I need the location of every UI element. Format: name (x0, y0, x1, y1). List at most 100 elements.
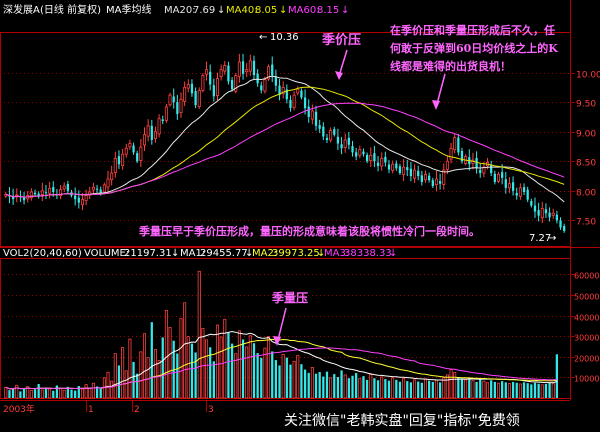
candle (113, 151, 117, 178)
candle (490, 160, 493, 177)
volume-bar (164, 310, 168, 399)
candle (329, 127, 333, 143)
volume-bar (428, 380, 431, 398)
volume-tick-label: 30000 (574, 334, 599, 343)
candle (121, 148, 125, 170)
price-pressure-label: 季价压 (321, 32, 361, 48)
candle (176, 94, 179, 120)
candle (526, 186, 529, 203)
vol-ma3-arrow: ↓ (389, 248, 397, 259)
candle (431, 177, 434, 188)
candle (263, 76, 267, 94)
candle (248, 54, 252, 76)
ma20-value: 7.69 (193, 5, 215, 16)
volume-bar (438, 382, 442, 398)
volume-bar (365, 379, 369, 398)
volume-bar (303, 369, 307, 398)
volume-bar (318, 372, 321, 398)
volume-bar (314, 373, 318, 398)
price-grid (0, 73, 570, 221)
volume-bar (398, 381, 402, 398)
volume-bar (106, 371, 110, 399)
volume-bar (507, 383, 511, 399)
candle (555, 210, 559, 224)
candle (91, 182, 95, 194)
vol-ma1-arrow: ↓ (245, 248, 253, 259)
volume-bar (256, 353, 259, 398)
candle (551, 208, 555, 219)
candle (522, 183, 526, 196)
candle (260, 81, 263, 94)
candle (423, 170, 428, 183)
volume-bar (48, 388, 52, 399)
volume-bar (212, 361, 215, 398)
volume-bar (146, 357, 150, 399)
volume-bar (209, 347, 212, 398)
candle (343, 133, 347, 153)
note-top-line-1: 在季价压和季量压形成后不久，任 (390, 23, 555, 37)
volume-bar (37, 383, 40, 398)
candle (373, 145, 376, 168)
volume-bar (409, 382, 413, 398)
candle (281, 81, 285, 99)
candle (142, 127, 147, 151)
volume-bar (150, 322, 153, 398)
volume-bar (537, 383, 540, 398)
volume-bar (336, 376, 340, 398)
volume-bar (434, 379, 438, 399)
volume-tick-label: 60000 (574, 272, 599, 281)
volume-bar (186, 336, 190, 399)
volume-bar (423, 378, 428, 399)
volume-bar (376, 380, 380, 398)
price-tick-label: 9.00 (576, 130, 596, 140)
candle (333, 126, 336, 137)
volume-value: 21197.31 (124, 248, 172, 259)
volume-bar (77, 386, 80, 398)
candle (205, 61, 209, 81)
candle (409, 162, 413, 182)
volume-bar (227, 332, 230, 398)
note-bottom: 季量压早于季价压形成，量压的形成意味着该股将惯性冷门一段时间。 (138, 224, 480, 238)
volume-bar (343, 374, 347, 399)
volume-bar (128, 338, 132, 399)
volume-bar (482, 380, 486, 399)
volume-bar (271, 351, 274, 398)
price-tick-label: 9.50 (576, 100, 596, 110)
volume-bar (310, 367, 314, 399)
volume-bar (460, 378, 464, 398)
candle (245, 63, 249, 77)
candle (340, 136, 343, 155)
candle (52, 181, 55, 197)
candle (110, 165, 114, 186)
candle (296, 86, 300, 96)
volume-bar (501, 381, 504, 398)
candle (453, 133, 457, 154)
candle (271, 56, 274, 83)
volume-bar (245, 346, 249, 399)
volume-bar (124, 370, 128, 399)
volume-bar (351, 375, 354, 398)
volume-bar (380, 376, 384, 399)
volume-bar (548, 382, 551, 398)
candle (139, 139, 143, 167)
volume-bar (486, 382, 490, 399)
volume-bar (74, 390, 77, 398)
volume-bar (197, 270, 201, 399)
volume-bar (52, 390, 55, 398)
vol-ma2-arrow: ↓ (317, 248, 325, 259)
candle (460, 147, 464, 164)
volume-bar (205, 339, 209, 399)
volume-bar (121, 347, 125, 399)
volume-axis: 10000 20000 30000 40000 50000 60000 (570, 272, 599, 384)
volume-bar (252, 343, 256, 398)
volume-bar (395, 379, 398, 398)
volume-bar (358, 378, 362, 399)
volume-label: VOLUME: (84, 248, 129, 259)
volume-bar (66, 386, 69, 398)
volume-bar (479, 379, 482, 398)
candle (507, 177, 511, 194)
candle (303, 89, 307, 115)
candle (548, 207, 551, 222)
volume-bar (292, 360, 296, 399)
candle (493, 170, 496, 185)
